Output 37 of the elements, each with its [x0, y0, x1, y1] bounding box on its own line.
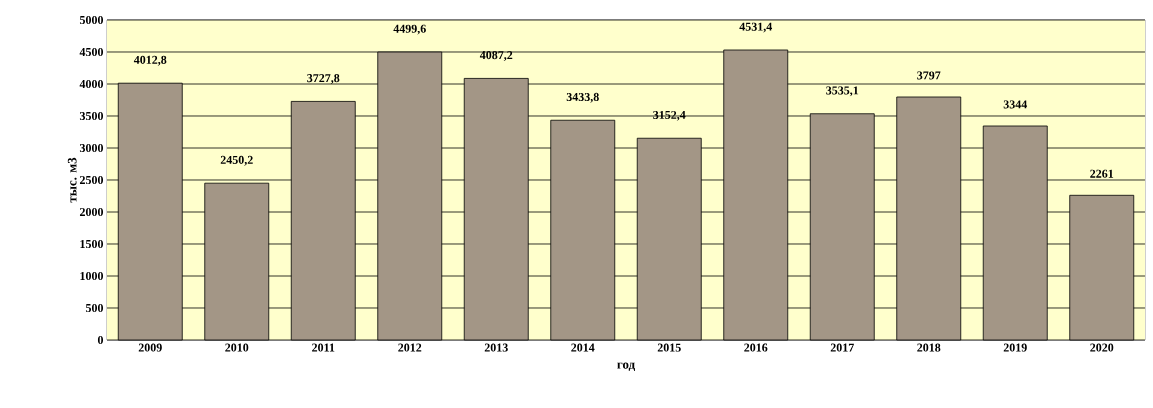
y-tick-label: 3000	[79, 143, 104, 153]
y-tick-label: 2500	[79, 175, 104, 185]
data-label: 4012,8	[133, 55, 167, 66]
x-tick-label: 2016	[744, 343, 768, 352]
data-label: 4499,6	[393, 24, 426, 35]
x-tick-label: 2013	[484, 343, 508, 352]
x-axis-title: год	[617, 362, 636, 371]
data-label: 3797	[917, 71, 941, 80]
y-tick-label: 3500	[79, 111, 104, 121]
y-tick-label: 4500	[79, 47, 104, 57]
x-tick-label: 2014	[571, 343, 595, 352]
x-tick-label: 2017	[830, 343, 854, 352]
data-label: 2450,2	[220, 155, 253, 166]
data-label: 4531,4	[739, 22, 773, 33]
y-tick-label: 500	[85, 303, 104, 313]
data-label: 3152,4	[653, 110, 686, 121]
data-label: 4087,2	[479, 51, 513, 61]
y-tick-label: 2000	[79, 207, 104, 217]
x-tick-label: 2012	[398, 343, 422, 352]
data-label: 3344	[1003, 100, 1028, 109]
y-tick-label: 4000	[79, 79, 104, 89]
y-tick-label: 0	[97, 335, 104, 345]
x-tick-label: 2009	[138, 343, 162, 352]
x-tick-label: 2010	[225, 343, 249, 352]
y-tick-label: 5000	[79, 15, 104, 25]
x-tick-label: 2011	[312, 343, 335, 352]
y-axis-title: тыс. м3	[67, 157, 77, 203]
x-tick-label: 2018	[917, 343, 941, 352]
y-tick-label: 1500	[80, 239, 104, 249]
data-label: 3535,1	[826, 86, 859, 97]
x-tick-label: 2019	[1003, 343, 1027, 352]
data-label: 3433,8	[566, 92, 599, 103]
x-tick-label: 2020	[1090, 343, 1114, 352]
data-label: 2261	[1090, 169, 1114, 178]
x-tick-label: 2015	[657, 343, 681, 352]
y-tick-label: 1000	[80, 271, 104, 281]
data-label: 3727,8	[307, 74, 340, 84]
